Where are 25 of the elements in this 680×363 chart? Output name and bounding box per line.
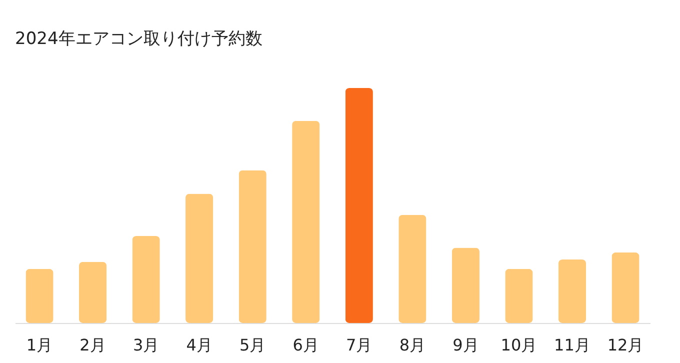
- bar: [26, 268, 54, 323]
- bar: [452, 248, 480, 323]
- bar: [132, 236, 160, 323]
- x-tick-label: 8月: [399, 336, 426, 354]
- bar: [398, 214, 426, 323]
- x-tick-label: 5月: [240, 336, 266, 354]
- bar: [186, 194, 214, 323]
- x-tick-label: 2月: [80, 336, 106, 354]
- x-tick-label: 6月: [292, 336, 319, 354]
- bar: [612, 252, 640, 323]
- chart-title: 2024年エアコン取り付け予約数: [15, 29, 262, 49]
- bar: [558, 260, 586, 323]
- bar: [238, 170, 266, 323]
- x-tick-label: 9月: [452, 336, 479, 354]
- bar: [292, 120, 320, 323]
- x-tick-label: 12月: [607, 336, 644, 354]
- x-tick-label: 7月: [346, 336, 372, 354]
- bar: [78, 262, 107, 323]
- bar: [345, 88, 373, 323]
- bar: [505, 268, 533, 323]
- x-tick-label: 10月: [500, 336, 538, 354]
- x-tick-label: 11月: [554, 336, 590, 354]
- x-tick-label: 3月: [132, 336, 160, 354]
- x-tick-label: 1月: [26, 336, 53, 354]
- x-tick-label: 4月: [186, 336, 212, 354]
